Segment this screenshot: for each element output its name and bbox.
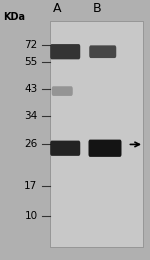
FancyBboxPatch shape bbox=[50, 44, 80, 59]
Text: 17: 17 bbox=[24, 181, 38, 191]
FancyBboxPatch shape bbox=[50, 141, 80, 156]
Text: 55: 55 bbox=[24, 57, 38, 67]
Text: 43: 43 bbox=[24, 83, 38, 94]
Text: KDa: KDa bbox=[3, 12, 25, 22]
FancyBboxPatch shape bbox=[89, 45, 116, 58]
Text: 34: 34 bbox=[24, 112, 38, 121]
Text: A: A bbox=[53, 2, 61, 15]
FancyBboxPatch shape bbox=[52, 86, 73, 96]
Text: 26: 26 bbox=[24, 139, 38, 150]
Text: 10: 10 bbox=[24, 211, 38, 220]
Text: B: B bbox=[93, 2, 102, 15]
Text: 72: 72 bbox=[24, 40, 38, 50]
FancyBboxPatch shape bbox=[50, 21, 142, 247]
FancyBboxPatch shape bbox=[88, 140, 122, 157]
